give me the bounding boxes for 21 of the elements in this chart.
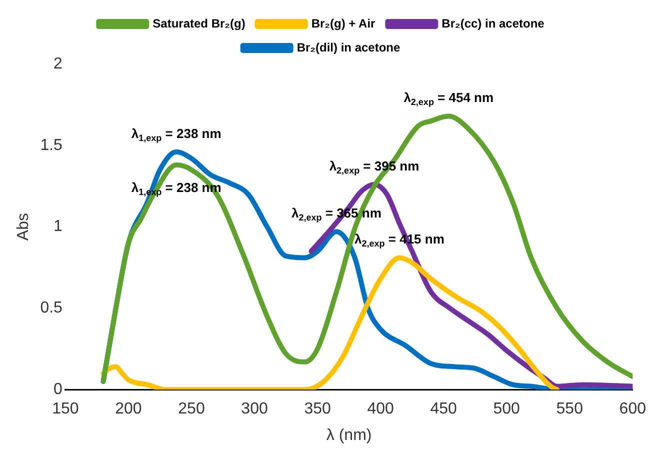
legend-label: Br₂(cc) in acetone <box>442 16 545 30</box>
x-tick-label: 250 <box>178 400 205 418</box>
x-tick-label: 600 <box>619 400 646 418</box>
y-tick-label: 1.5 <box>40 136 63 154</box>
x-tick-label: 550 <box>556 400 584 418</box>
x-tick-label: 150 <box>52 400 79 418</box>
x-tick-label: 300 <box>241 400 268 418</box>
legend-label: Br₂(dil) in acetone <box>296 40 400 54</box>
x-tick-label: 200 <box>115 400 142 418</box>
legend-label: Saturated Br₂(g) <box>152 16 246 30</box>
y-tick-label: 0 <box>54 381 63 398</box>
x-tick-label: 450 <box>430 400 458 418</box>
y-tick-label: 0.5 <box>40 300 63 317</box>
x-tick-label: 400 <box>367 400 394 418</box>
y-tick-label: 2 <box>54 55 63 72</box>
x-tick-label: 500 <box>493 400 520 418</box>
legend-label: Br₂(g) + Air <box>311 16 376 30</box>
x-tick-label: 350 <box>304 400 331 418</box>
y-axis-title: Abs <box>15 213 32 241</box>
x-axis-title: λ (nm) <box>326 426 372 444</box>
y-tick-label: 1 <box>54 218 63 236</box>
